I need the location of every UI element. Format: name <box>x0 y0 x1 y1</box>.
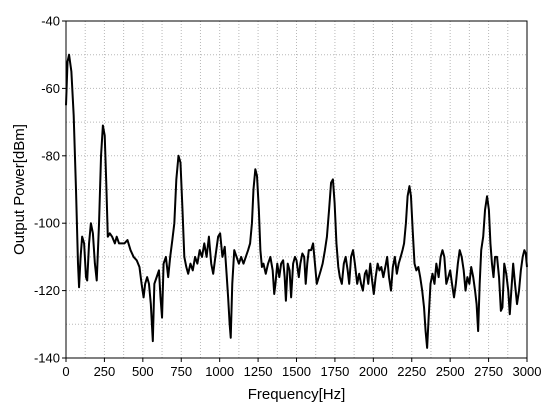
grid <box>66 21 527 358</box>
axes <box>62 20 528 362</box>
y-tick-label: -120 <box>34 283 60 298</box>
output-power-line <box>65 53 528 349</box>
x-tick-label: 1750 <box>320 364 349 379</box>
x-tick-label: 3000 <box>513 364 542 379</box>
y-tick-label: -60 <box>41 81 60 96</box>
x-tick-label: 1000 <box>205 364 234 379</box>
y-tick-label: -80 <box>41 148 60 163</box>
x-tick-label: 1250 <box>244 364 273 379</box>
x-tick-label: 2500 <box>436 364 465 379</box>
x-tick-label: 0 <box>62 364 69 379</box>
x-tick-labels: 0 250 500 750 1000 1250 1500 1750 2000 2250 2500 27… <box>62 364 541 379</box>
x-axis-label: Frequency[Hz] <box>248 386 346 403</box>
y-tick-labels: -40 -60 -80 -100 -120 -140 <box>34 14 60 366</box>
x-tick-label: 1500 <box>282 364 311 379</box>
y-axis-label: Output Power[dBm] <box>11 124 28 255</box>
y-tick-label: -140 <box>34 351 60 366</box>
x-tick-label: 750 <box>170 364 192 379</box>
y-tick-label: -40 <box>41 14 60 29</box>
x-tick-label: 2750 <box>474 364 503 379</box>
x-tick-label: 500 <box>132 364 154 379</box>
x-tick-label: 2000 <box>359 364 388 379</box>
x-tick-label: 250 <box>94 364 116 379</box>
y-tick-label: -100 <box>34 216 60 231</box>
x-tick-label: 2250 <box>397 364 426 379</box>
